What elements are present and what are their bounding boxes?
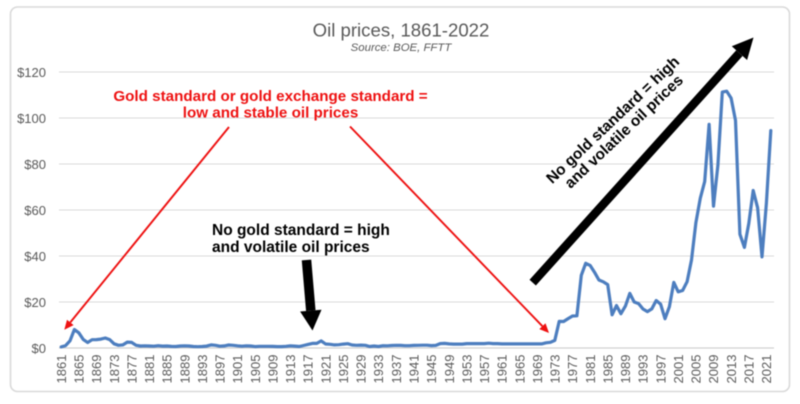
svg-text:1957: 1957: [477, 355, 492, 384]
svg-text:1977: 1977: [565, 355, 580, 384]
svg-text:1973: 1973: [548, 355, 563, 384]
svg-text:1861: 1861: [54, 355, 69, 384]
svg-text:1913: 1913: [283, 355, 298, 384]
svg-text:Oil prices, 1861-2022: Oil prices, 1861-2022: [313, 20, 490, 41]
svg-text:1905: 1905: [248, 355, 263, 384]
svg-text:1869: 1869: [89, 355, 104, 384]
svg-text:2005: 2005: [689, 355, 704, 384]
svg-text:1933: 1933: [371, 355, 386, 384]
svg-text:1921: 1921: [318, 355, 333, 384]
svg-text:1877: 1877: [124, 355, 139, 384]
svg-text:1885: 1885: [160, 355, 175, 384]
svg-text:1893: 1893: [195, 355, 210, 384]
svg-text:$80: $80: [24, 157, 46, 172]
svg-text:1937: 1937: [389, 355, 404, 384]
svg-text:1981: 1981: [583, 355, 598, 384]
svg-text:2001: 2001: [671, 355, 686, 384]
svg-text:1993: 1993: [636, 355, 651, 384]
svg-text:1909: 1909: [266, 355, 281, 384]
svg-text:1969: 1969: [530, 355, 545, 384]
svg-text:1985: 1985: [600, 355, 615, 384]
svg-text:No gold standard = high: No gold standard = high: [212, 222, 390, 239]
svg-text:1949: 1949: [442, 355, 457, 384]
svg-text:2009: 2009: [706, 355, 721, 384]
svg-text:1997: 1997: [653, 355, 668, 384]
svg-text:1897: 1897: [213, 355, 228, 384]
svg-text:$40: $40: [24, 249, 46, 264]
svg-text:1965: 1965: [512, 355, 527, 384]
svg-text:1941: 1941: [407, 355, 422, 384]
svg-text:1901: 1901: [230, 355, 245, 384]
svg-text:$60: $60: [24, 203, 46, 218]
svg-text:1881: 1881: [142, 355, 157, 384]
svg-text:2021: 2021: [759, 355, 774, 384]
svg-text:$120: $120: [17, 65, 46, 80]
svg-text:1961: 1961: [495, 355, 510, 384]
svg-text:2017: 2017: [742, 355, 757, 384]
svg-text:1925: 1925: [336, 355, 351, 384]
svg-text:1873: 1873: [107, 355, 122, 384]
svg-text:1865: 1865: [72, 355, 87, 384]
svg-text:Source: BOE, FFTT: Source: BOE, FFTT: [351, 42, 453, 54]
svg-text:1889: 1889: [177, 355, 192, 384]
svg-text:1929: 1929: [354, 355, 369, 384]
svg-text:$20: $20: [24, 295, 46, 310]
svg-text:1917: 1917: [301, 355, 316, 384]
svg-text:$0: $0: [32, 341, 46, 356]
svg-text:1989: 1989: [618, 355, 633, 384]
svg-text:$100: $100: [17, 111, 46, 126]
svg-text:1953: 1953: [459, 355, 474, 384]
svg-text:Gold standard or gold exchange: Gold standard or gold exchange standard …: [113, 88, 427, 105]
svg-text:2013: 2013: [724, 355, 739, 384]
svg-text:low and stable oil prices: low and stable oil prices: [183, 105, 359, 122]
svg-text:1945: 1945: [424, 355, 439, 384]
svg-text:and volatile oil prices: and volatile oil prices: [212, 239, 370, 256]
